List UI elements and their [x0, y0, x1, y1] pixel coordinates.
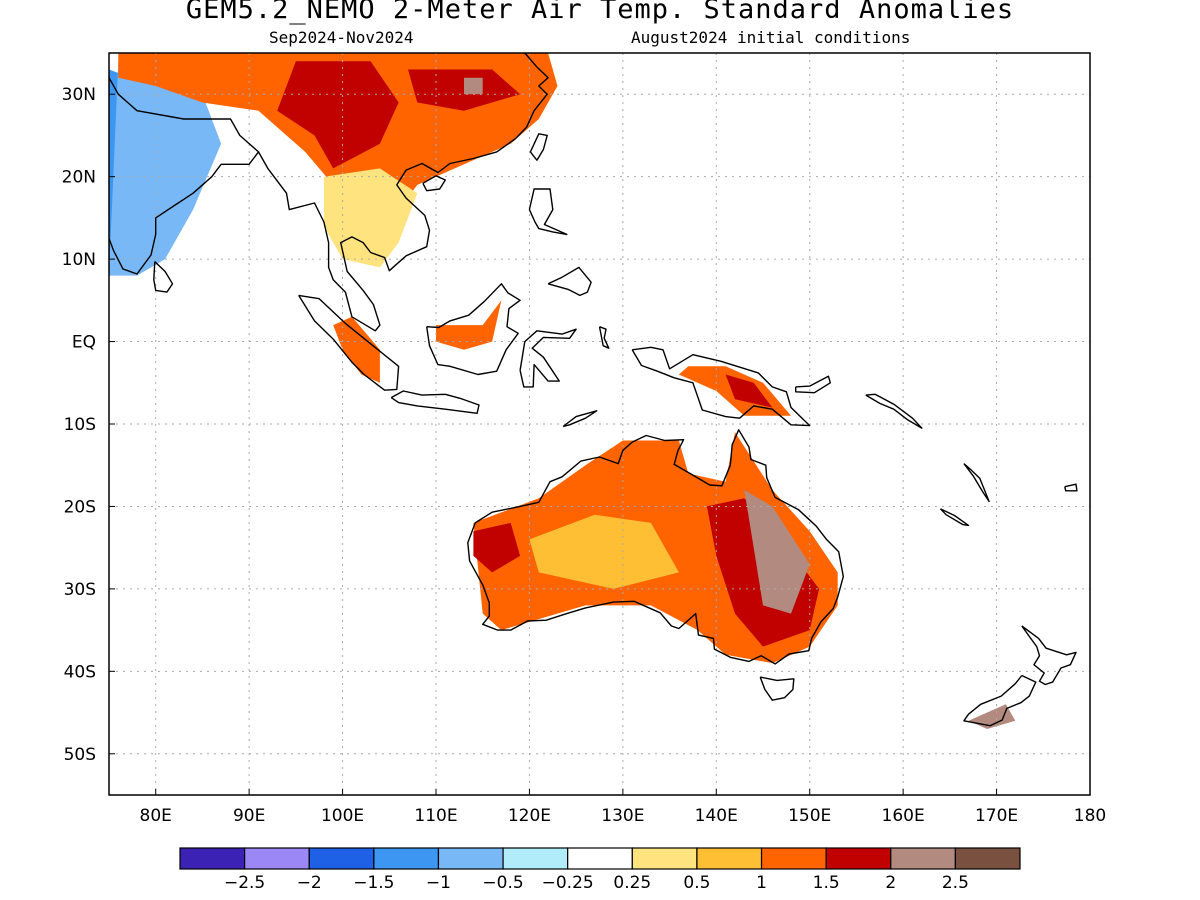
lon-tick-label: 90E [233, 806, 265, 826]
lat-tick-label: 10N [62, 250, 96, 270]
anomaly-region-australia-west [529, 514, 679, 589]
anomaly-region-australia-south-west [473, 522, 521, 573]
coastline-solomon-islands [865, 393, 923, 429]
coastline-timor [562, 410, 598, 428]
graticule [109, 53, 1090, 795]
coastline-new-zealand-south-island [963, 674, 1037, 727]
lon-tick-label: 170E [975, 806, 1018, 826]
colorbar-swatch [825, 847, 892, 870]
coastline-new-caledonia [939, 508, 970, 527]
colorbar-label: −0.5 [482, 873, 523, 893]
coastline-sumatra [298, 294, 400, 391]
colorbar-swatch [567, 847, 633, 870]
lat-tick-label: 30S [64, 580, 96, 600]
coastline-hainan [422, 175, 446, 192]
colorbar-label: 1.5 [813, 873, 840, 893]
anomaly-region-india-east [109, 61, 222, 276]
coastlines [109, 53, 1078, 727]
lon-tick-label: 150E [788, 806, 831, 826]
coastline-tasmania [759, 676, 795, 701]
lon-tick-label: 180 [1074, 806, 1106, 826]
colorbar-swatch [890, 847, 956, 870]
colorbar-swatch [308, 847, 375, 870]
chart-title: GEM5.2_NEMO 2-Meter Air Temp. Standard A… [185, 0, 1015, 25]
anomaly-region-china-centre [277, 61, 399, 169]
coastline-sri-lanka [153, 261, 174, 293]
coastline-taiwan [529, 133, 548, 161]
coastline-borneo [426, 283, 521, 376]
lon-tick-label: 130E [601, 806, 644, 826]
coastline-mindanao [547, 266, 592, 297]
lon-tick-label: 100E [321, 806, 364, 826]
coastline-australia [467, 429, 844, 665]
colorbar-label: −1.5 [353, 873, 394, 893]
initial-conditions-subtitle: August2024 initial conditions [631, 28, 911, 47]
coastline-new-guinea [631, 346, 811, 427]
lon-tick-label: 140E [695, 806, 738, 826]
anomaly-region-australia-east [744, 490, 810, 614]
lat-tick-label: 30N [62, 85, 96, 105]
colorbar-label: −0.25 [542, 873, 594, 893]
anomaly-region-borneo [436, 300, 502, 350]
lat-tick-label: 10S [64, 415, 96, 435]
lat-tick-label: 20S [64, 497, 96, 517]
colorbar-swatch [502, 847, 569, 870]
colorbar-swatch [631, 847, 698, 870]
lon-tick-label: 120E [508, 806, 551, 826]
colorbar-swatch [373, 847, 440, 870]
coastline-fiji [1064, 483, 1078, 492]
anomaly-region-new-zealand [968, 704, 1016, 729]
anomaly-region-sumatra [333, 316, 380, 383]
anomaly-region-china [464, 77, 483, 95]
colorbar-label: −1 [426, 873, 451, 893]
anomaly-region-new-guinea [725, 374, 773, 408]
lon-tick-label: 110E [414, 806, 457, 826]
colorbar-swatch [437, 847, 504, 870]
lat-tick-label: 40S [64, 662, 96, 682]
forecast-period-subtitle: Sep2024-Nov2024 [269, 28, 414, 47]
axis-ticks: 80E 90E 100E 110E 120E 130E 140E 150E 160E 170E 18… [62, 85, 1107, 826]
colorbar-swatch [696, 847, 763, 870]
lon-tick-label: 160E [882, 806, 925, 826]
colorbar-label: 0.25 [613, 873, 651, 893]
coastline-halmahera [598, 326, 610, 349]
colorbar-label: 1 [756, 873, 767, 893]
coastline-java [390, 390, 480, 414]
coastline-luzon [528, 188, 568, 236]
coastline-sulawesi [519, 328, 577, 388]
colorbar-label: 2 [885, 873, 896, 893]
colorbar-swatch [244, 847, 310, 870]
lat-tick-label: 50S [64, 745, 96, 765]
coastline-mainland-se-asia-and-china [257, 53, 549, 332]
colorbar-label: 0.5 [683, 873, 710, 893]
coastline-new-britain [795, 375, 831, 394]
lat-tick-label: 20N [62, 168, 96, 188]
coastline-india [109, 77, 260, 275]
anomaly-fills [109, 53, 1016, 729]
lat-tick-label: EQ [72, 333, 96, 353]
lon-tick-label: 80E [140, 806, 172, 826]
coastline-new-zealand-north-island [1021, 625, 1077, 686]
colorbar-swatch [954, 847, 1021, 870]
anomaly-region-indochina [323, 168, 418, 268]
coastline-vanuatu [963, 463, 990, 503]
colorbar-label: −2.5 [224, 873, 265, 893]
colorbar-label: 2.5 [942, 873, 969, 893]
colorbar: −2.5 −2 −1.5 −1 −0.5 −0.25 0.25 0.5 1 1.5 2 2.5 [179, 847, 1021, 893]
colorbar-label: −2 [297, 873, 322, 893]
colorbar-swatch [179, 847, 246, 870]
colorbar-swatch [760, 847, 827, 870]
